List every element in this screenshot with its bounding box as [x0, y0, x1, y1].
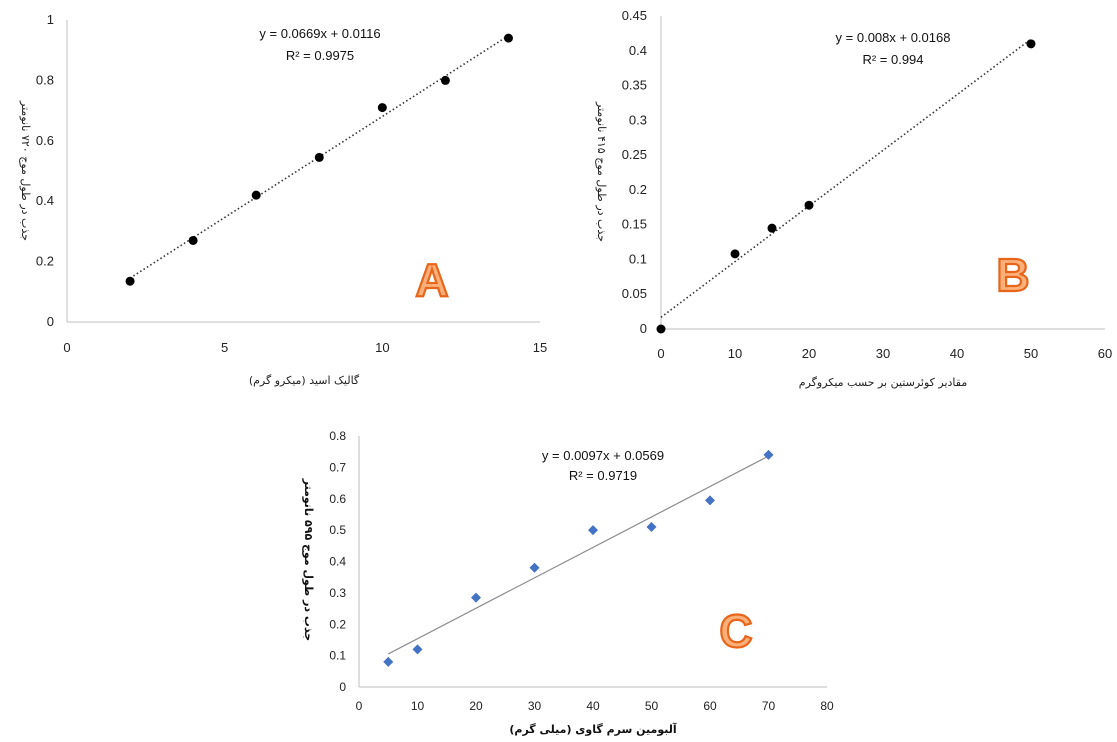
data-point	[763, 449, 774, 460]
panel-letter: B	[996, 249, 1029, 301]
data-point	[377, 103, 387, 113]
y-tick-label: 0	[640, 321, 647, 336]
x-tick-label: 0	[63, 340, 70, 355]
y-tick-label: 0.4	[329, 555, 346, 569]
data-point	[412, 644, 423, 655]
chart-c: 0 10 20 30 40 50 60 70 80 0 0.1 0.2 0.3 0.4 0.5 0.6 0.7 0…	[301, 429, 834, 736]
y-tick-label: 0.6	[329, 492, 346, 506]
trendline	[387, 455, 769, 655]
panel-letter: C	[719, 605, 752, 657]
y-tick-label: 0.1	[329, 649, 346, 663]
y-axis-title: جذب در طول موج ۴۱۵ نانومتر	[595, 101, 608, 242]
r-squared-label: R² = 0.9719	[569, 468, 637, 483]
data-point	[1026, 39, 1036, 49]
data-point	[646, 521, 657, 532]
y-tick-label: 0.1	[629, 251, 647, 266]
y-tick-label: 0.8	[36, 72, 54, 87]
data-point	[125, 276, 135, 286]
r-squared-label: R² = 0.9975	[286, 48, 354, 63]
y-tick-label: 0.35	[622, 78, 647, 93]
y-tick-label: 0.5	[329, 523, 346, 537]
data-point	[705, 495, 715, 506]
x-axis-title: آلبومین سرم گاوی (میلی گرم)	[509, 722, 676, 736]
x-tick-label: 15	[533, 340, 547, 355]
data-point	[730, 249, 740, 259]
y-tick-label: 0.4	[36, 193, 54, 208]
data-point	[767, 223, 777, 233]
y-tick-label: 0.45	[622, 8, 647, 23]
data-point	[251, 190, 261, 200]
x-tick-label: 50	[645, 699, 659, 713]
data-point	[804, 200, 814, 210]
x-tick-label: 70	[762, 699, 776, 713]
r-squared-label: R² = 0.994	[862, 52, 923, 67]
y-tick-label: 1	[47, 12, 54, 27]
x-tick-label: 80	[820, 699, 834, 713]
chart-a: 0 5 10 15 0 0.2 0.4 0.6 0.8 1 گالیک اسید (میکرو گر…	[19, 12, 547, 387]
x-tick-label: 60	[1098, 346, 1112, 361]
x-tick-label: 40	[950, 346, 964, 361]
y-tick-label: 0.05	[622, 286, 647, 301]
data-point	[656, 324, 666, 334]
y-tick-label: 0.7	[329, 460, 346, 474]
x-axis-title: گالیک اسید (میکرو گرم)	[249, 374, 360, 387]
data-point	[188, 235, 198, 245]
y-tick-label: 0	[47, 314, 54, 329]
y-tick-label: 0.3	[629, 112, 647, 127]
trendline-equation: y = 0.0097x + 0.0569	[542, 448, 664, 463]
x-tick-label: 30	[528, 699, 542, 713]
panel-letter: A	[415, 254, 448, 306]
x-tick-label: 10	[375, 340, 389, 355]
y-tick-label: 0.25	[622, 147, 647, 162]
y-axis-title: جذب در طول موج ۷۲۰ نانومتر	[19, 100, 32, 241]
x-tick-label: 10	[411, 699, 425, 713]
x-tick-label: 30	[876, 346, 890, 361]
y-tick-label: 0.2	[36, 254, 54, 269]
data-point	[529, 562, 540, 573]
data-point	[314, 152, 324, 162]
y-tick-label: 0.3	[329, 586, 346, 600]
y-tick-label: 0.15	[622, 217, 647, 232]
y-tick-label: 0.2	[329, 617, 346, 631]
y-tick-label: 0.8	[329, 429, 346, 443]
x-tick-label: 60	[703, 699, 717, 713]
trendline	[660, 38, 1032, 318]
x-tick-label: 50	[1024, 346, 1038, 361]
trendline-equation: y = 0.0669x + 0.0116	[259, 26, 380, 41]
data-point	[503, 33, 513, 43]
x-tick-label: 0	[356, 699, 363, 713]
y-axis-title: جذب در طول موج ۵۹۵ نانومتر	[301, 478, 315, 642]
data-point	[471, 592, 481, 603]
x-tick-label: 5	[221, 340, 228, 355]
x-axis-title: مقادیر کوئرستین بر حسب میکروگرم	[799, 376, 968, 389]
y-tick-label: 0.4	[629, 43, 647, 58]
x-tick-label: 20	[469, 699, 483, 713]
y-tick-label: 0.2	[629, 182, 647, 197]
y-tick-label: 0	[339, 680, 346, 694]
trendline-equation: y = 0.008x + 0.0168	[836, 30, 951, 45]
x-tick-label: 40	[586, 699, 600, 713]
data-point	[440, 75, 450, 85]
chart-b: 0 10 20 30 40 50 60 0 0.05 0.1 0.15 0.2 0.25 0.3 0.35 0…	[595, 8, 1112, 389]
data-point	[383, 656, 394, 667]
x-tick-label: 20	[802, 346, 816, 361]
x-tick-label: 10	[728, 346, 742, 361]
x-tick-label: 0	[657, 346, 664, 361]
y-tick-label: 0.6	[36, 133, 54, 148]
data-point	[588, 525, 598, 536]
